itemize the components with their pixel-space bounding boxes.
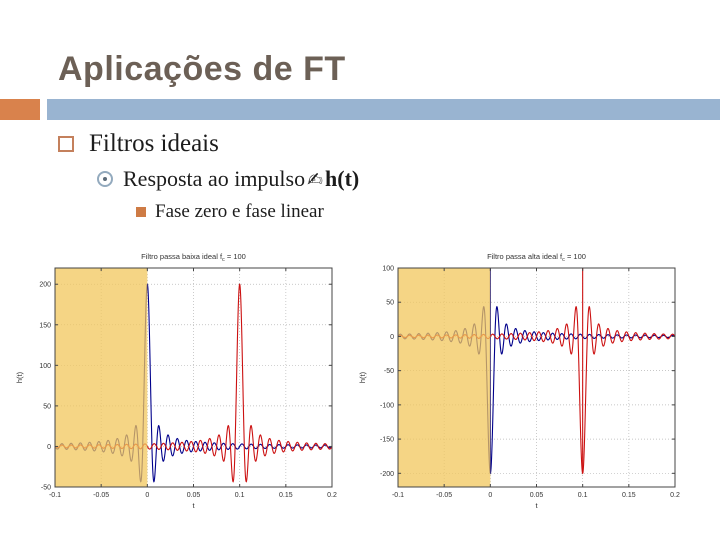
x-tick-label: 0 [488,492,492,499]
bullet-level3: Fase zero e fase linear [136,201,324,223]
y-tick-label: -50 [41,485,51,492]
x-axis-label: t [535,501,538,510]
y-axis-label: h(t) [15,371,24,383]
x-tick-label: 0.15 [279,492,293,499]
y-tick-label: 100 [382,266,394,273]
x-tick-label: 0.05 [187,492,201,499]
page-title: Aplicações de FT [58,49,346,88]
accent-orange-bar [0,99,40,120]
y-tick-label: 0 [47,444,51,451]
x-tick-label: 0 [145,492,149,499]
y-tick-label: -200 [380,471,394,478]
plot-title: Filtro passa alta ideal fc = 100 [487,252,586,263]
x-tick-label: -0.05 [436,492,452,499]
x-tick-label: 0.1 [578,492,588,499]
bullet-level1: Filtros ideais [58,130,219,158]
x-tick-label: 0.2 [670,492,680,499]
filled-square-bullet-icon [136,207,146,217]
y-tick-label: -50 [384,368,394,375]
x-axis-label: t [192,501,195,510]
hollow-square-bullet-icon [58,136,74,152]
x-tick-label: 0.2 [327,492,337,499]
y-tick-label: 200 [39,282,51,289]
y-tick-label: 50 [386,300,394,307]
x-tick-label: 0.15 [622,492,636,499]
y-tick-label: -150 [380,437,394,444]
bullet-level3-label: Fase zero e fase linear [155,201,324,222]
lowpass-filter-plot: -0.1 -0.05 0 0.05 0.1 0.15 0.2 -50 0 50 100 150 200 F… [15,252,337,510]
bullet-level1-label: Filtros ideais [89,130,219,157]
x-tick-label: 0.1 [235,492,245,499]
impulse-response-term: h(t) [325,166,360,191]
y-tick-label: 150 [39,322,51,329]
y-tick-label: -100 [380,402,394,409]
x-tick-label: -0.1 [49,492,61,499]
y-tick-label: 50 [43,403,51,410]
plot-title: Filtro passa baixa ideal fc = 100 [141,252,246,263]
highpass-filter-plot: -0.1 -0.05 0 0.05 0.1 0.15 0.2 -200 -150 -100 -50 0… [358,252,680,510]
x-tick-label: -0.1 [392,492,404,499]
x-tick-label: 0.05 [530,492,544,499]
writing-hand-icon: ✍ [307,169,324,191]
bullet-level2: Resposta ao impulso ✍h(t) [97,166,359,192]
x-tick-label: -0.05 [93,492,109,499]
ring-dot-bullet-icon [97,171,113,187]
y-axis-label: h(t) [358,371,367,383]
y-tick-label: 100 [39,363,51,370]
accent-blue-bar [47,99,720,120]
passband-shade [398,268,491,487]
y-tick-label: 0 [390,334,394,341]
bullet-level2-label: Resposta ao impulso ✍h(t) [123,166,360,191]
passband-shade [55,268,148,487]
